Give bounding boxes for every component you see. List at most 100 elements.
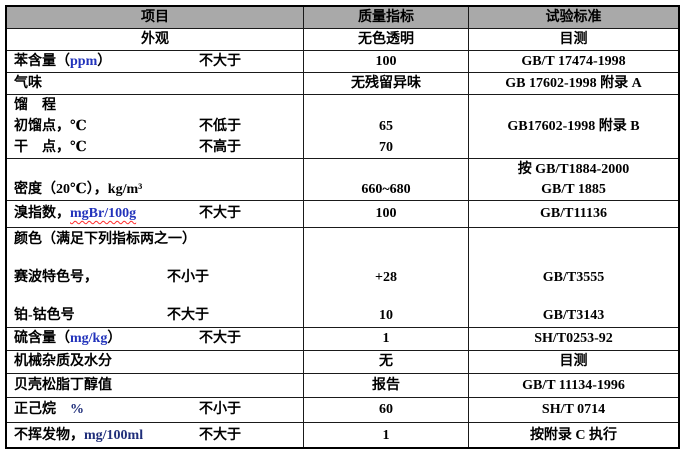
std-value: GB/T11136 — [540, 206, 607, 221]
std-cell: GB17602-1998 附录 B — [469, 95, 678, 158]
limit-qualifier: 不低于 — [199, 119, 241, 134]
item-cell: 外观 — [7, 29, 304, 50]
spec-value: 无残留异味 — [351, 76, 421, 91]
std-value — [469, 137, 678, 158]
unit-text: mg/100ml — [84, 427, 144, 443]
spec-cell: 无残留异味 — [304, 73, 469, 94]
table-row: 机械杂质及水分 无 目测 — [7, 351, 678, 374]
std-cell: SH/T 0714 — [469, 398, 678, 422]
item-text: 硫含量（ — [14, 331, 70, 346]
spec-cell: +28 10 — [304, 228, 469, 327]
limit-qualifier: 不大于 — [199, 54, 241, 69]
std-value: 目测 — [559, 354, 588, 369]
item-cell: 密度（20℃），kg/m³ — [7, 159, 304, 200]
table-row: 硫含量（mg/kg） 不大于 1 SH/T0253-92 — [7, 328, 678, 351]
std-cell: GB/T 17474-1998 — [469, 51, 678, 72]
std-value: GB/T3143 — [542, 308, 605, 323]
std-cell: 按 GB/T1884-2000 GB/T 1885 — [469, 159, 678, 200]
table-row: 正己烷 % 不小于 60 SH/T 0714 — [7, 398, 678, 423]
header-col-std: 试验标准 — [469, 7, 678, 28]
item-text: 赛波特色号， — [14, 270, 98, 285]
table-row: 馏 程初馏点，℃ 不低于干 点，℃ 不高于 65 70 GB17602-1998 附录 B — [7, 95, 678, 159]
spec-cell: 报告 — [304, 374, 469, 397]
spec-value: 70 — [379, 140, 393, 155]
item-text: 贝壳松脂丁醇值 — [14, 378, 112, 393]
item-text: 颜色（满足下列指标两之一） — [14, 232, 196, 247]
item-cell: 溴指数，mgBr/100g 不大于 — [7, 201, 304, 227]
item-text: 馏 程 — [14, 98, 56, 113]
spec-cell: 60 — [304, 398, 469, 422]
std-value: GB/T 17474-1998 — [521, 54, 626, 69]
item-cell: 贝壳松脂丁醇值 — [7, 374, 304, 397]
unit-text: mg/kg — [70, 331, 108, 346]
table-row: 不挥发物，mg/100ml 不大于 1 按附录 C 执行 — [7, 423, 678, 447]
item-line: 气味 — [7, 73, 303, 94]
std-value: 按附录 C 执行 — [529, 427, 618, 443]
table-row: 溴指数，mgBr/100g 不大于 100 GB/T11136 — [7, 201, 678, 228]
spec-value: 10 — [379, 308, 393, 323]
item-text: 密度（20℃）， — [14, 181, 108, 197]
std-value: GB17602-1998 附录 B — [507, 119, 640, 134]
spec-cell: 无 — [304, 351, 469, 373]
std-value: SH/T0253-92 — [534, 331, 613, 346]
item-line: 铂-钴色号 不大于 — [7, 306, 303, 325]
spec-value: 1 — [382, 331, 390, 346]
item-text: 机械杂质及水分 — [14, 354, 112, 369]
item-line: 馏 程 — [7, 95, 303, 116]
table-row: 苯含量（ppm） 不大于 100 GB/T 17474-1998 — [7, 51, 678, 73]
item-text: 干 点，℃ — [14, 140, 87, 155]
item-line: 机械杂质及水分 — [7, 351, 303, 373]
std-value: GB/T 1885 — [541, 181, 606, 197]
std-cell: GB/T 11134-1996 — [469, 374, 678, 397]
unit-text: mgBr/100g — [70, 206, 137, 221]
item-line: 不挥发物，mg/100ml 不大于 — [7, 424, 303, 447]
header-col-spec: 质量指标 — [304, 7, 469, 28]
spec-value — [304, 230, 468, 249]
item-text: 铂-钴色号 — [14, 308, 75, 323]
item-line: 外观 — [7, 29, 303, 50]
spec-value — [304, 249, 468, 268]
item-line — [7, 287, 303, 306]
item-text: 正己烷 — [14, 402, 70, 417]
spec-value: 无色透明 — [358, 32, 414, 47]
std-cell: SH/T0253-92 — [469, 328, 678, 350]
item-line: 溴指数，mgBr/100g 不大于 — [7, 201, 303, 227]
spec-value — [304, 160, 468, 180]
std-value: SH/T 0714 — [541, 402, 606, 417]
spec-value: 100 — [375, 206, 397, 221]
item-line: 干 点，℃ 不高于 — [7, 137, 303, 158]
item-cell: 颜色（满足下列指标两之一） 赛波特色号， 不小于铂-钴色号 不大于 — [7, 228, 304, 327]
item-text: 气味 — [14, 76, 42, 91]
item-cell: 机械杂质及水分 — [7, 351, 304, 373]
item-line: 密度（20℃），kg/m³ — [7, 180, 303, 200]
table-row: 气味 无残留异味 GB 17602-1998 附录 A — [7, 73, 678, 95]
std-value: 按 GB/T1884-2000 — [517, 161, 630, 177]
item-text: kg/m³ — [107, 181, 143, 197]
std-value — [469, 249, 678, 268]
item-line: 正己烷 % 不小于 — [7, 398, 303, 422]
std-value — [469, 287, 678, 306]
item-line: 贝壳松脂丁醇值 — [7, 374, 303, 397]
limit-qualifier: 不大于 — [199, 206, 241, 221]
item-cell: 正己烷 % 不小于 — [7, 398, 304, 422]
spec-cell: 100 — [304, 51, 469, 72]
item-text: 苯含量（ — [14, 54, 70, 69]
item-line — [7, 249, 303, 268]
item-cell: 硫含量（mg/kg） 不大于 — [7, 328, 304, 350]
table-row: 外观 无色透明 目测 — [7, 29, 678, 51]
unit-text: ppm — [70, 54, 98, 69]
item-line — [7, 160, 303, 180]
header-col-item: 项目 — [7, 7, 304, 28]
spec-value: 报告 — [372, 378, 400, 393]
limit-qualifier: 不小于 — [199, 402, 241, 417]
spec-cell: 660~680 — [304, 159, 469, 200]
header-label: 项目 — [141, 9, 169, 25]
limit-qualifier: 不小于 — [167, 270, 209, 285]
item-text: ） — [97, 54, 112, 69]
std-value: GB/T3555 — [542, 270, 605, 285]
std-cell: GB/T3555 GB/T3143 — [469, 228, 678, 327]
table-row: 颜色（满足下列指标两之一） 赛波特色号， 不小于 铂-钴色号 不大于 +28 10 GB/T3… — [7, 228, 678, 328]
spec-cell: 100 — [304, 201, 469, 227]
item-line: 硫含量（mg/kg） 不大于 — [7, 328, 303, 350]
item-text: 外观 — [141, 32, 169, 47]
